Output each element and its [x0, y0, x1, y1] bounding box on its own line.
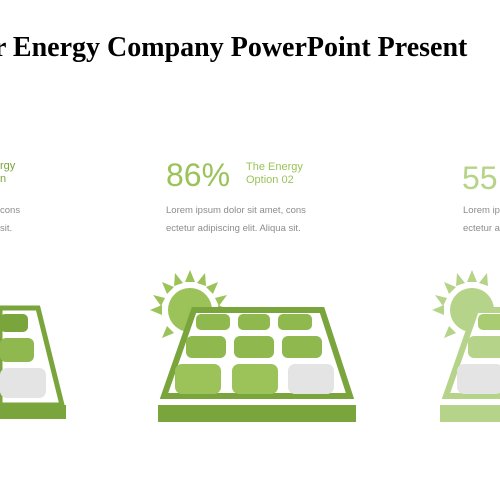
option-2-percent: 86% — [166, 157, 231, 193]
solar-panel-3-icon — [432, 270, 500, 422]
option-2-label: The Energy Option 02 — [246, 161, 303, 186]
option-1-description: cons sit. — [0, 205, 21, 234]
option-3-percent: 55 — [462, 160, 498, 196]
solar-panel-1-icon — [0, 305, 66, 419]
option-3-description: Lorem ip ectetur a — [463, 205, 500, 234]
solar-panel-2-icon — [150, 270, 356, 422]
option-2-description: Lorem ipsum dolor sit amet, cons ectetur… — [166, 205, 306, 234]
option-1-label: rgy n — [0, 160, 16, 185]
page-title: r Energy Company PowerPoint Present — [0, 32, 468, 63]
